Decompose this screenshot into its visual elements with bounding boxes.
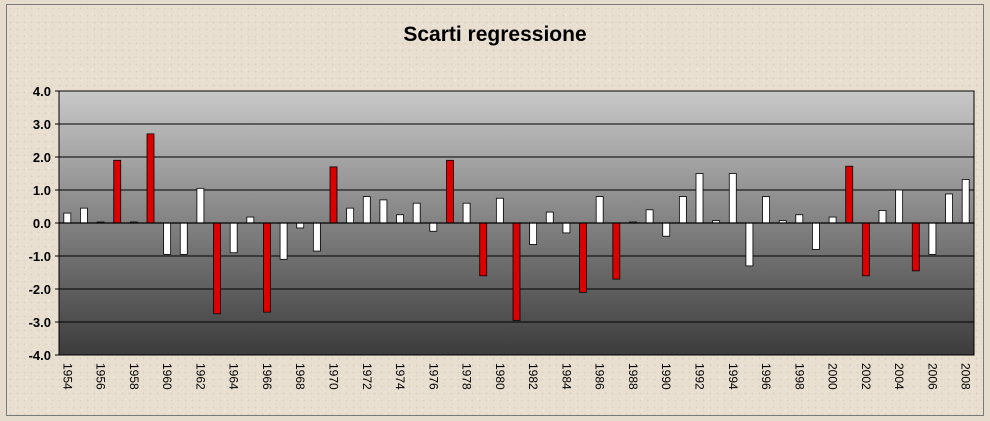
x-tick-label: 2008	[959, 363, 973, 390]
bar-1954	[63, 212, 72, 224]
x-tick-label: 1958	[127, 363, 141, 390]
bar-1982	[529, 222, 538, 245]
bar-1965	[246, 216, 255, 224]
x-tick-label: 1986	[593, 363, 607, 390]
x-tick-label: 1976	[426, 363, 440, 390]
bar-1999	[812, 222, 820, 250]
bar-2002	[861, 222, 870, 277]
bar-1968	[296, 222, 305, 229]
x-tick-label: 1980	[493, 363, 507, 390]
x-tick-label: 1992	[693, 363, 707, 390]
chart-title: Scarti regressione	[403, 23, 587, 46]
x-tick-label: 1960	[160, 363, 174, 390]
bar-1976	[429, 222, 438, 232]
x-tick-label: 1978	[460, 363, 474, 390]
bar-2000	[828, 216, 837, 224]
y-tick-label: 0.0	[33, 216, 51, 231]
bar-2001	[845, 165, 854, 224]
bar-1962	[196, 187, 205, 224]
x-tick-label: 1974	[393, 363, 407, 390]
bar-1979	[479, 222, 488, 277]
bar-1972	[362, 196, 371, 224]
x-tick-label: 2004	[892, 363, 906, 390]
x-tick-label: 1954	[60, 363, 74, 390]
y-tick-label: -1.0	[29, 249, 51, 264]
x-tick-label: 1994	[726, 363, 740, 390]
bar-1961	[179, 222, 188, 255]
bar-1964	[229, 222, 238, 254]
bar-1971	[346, 207, 355, 224]
x-tick-label: 1968	[293, 363, 307, 390]
x-tick-label: 1964	[227, 363, 241, 390]
bar-1955	[80, 207, 88, 224]
x-tick-label: 1962	[193, 363, 207, 390]
x-tick-label: 1970	[327, 363, 341, 390]
bar-1957	[113, 159, 122, 224]
bar-chart: 4.0 3.0 2.0 1.0 0.0 -1.0 -2.0 -3.0 -4.0 1954 1956 1…	[29, 84, 975, 390]
x-tick-label: 1988	[626, 363, 640, 390]
bar-1990	[662, 222, 671, 237]
x-tick-label: 1990	[659, 363, 673, 390]
x-tick-label: 2000	[826, 363, 840, 390]
x-tick-label: 1966	[260, 363, 274, 390]
bar-1980	[495, 197, 504, 224]
bar-1969	[312, 222, 321, 252]
y-tick-label: 2.0	[33, 150, 51, 165]
bar-1986	[595, 196, 604, 224]
x-tick-label: 2006	[925, 363, 939, 390]
bar-1978	[462, 202, 471, 224]
bar-1989	[645, 209, 654, 224]
bar-1985	[579, 222, 587, 293]
bar-2003	[878, 210, 887, 224]
x-tick-label: 1982	[526, 363, 540, 390]
bar-1995	[745, 222, 754, 267]
bar-1987	[612, 222, 621, 280]
bar-1977	[446, 159, 454, 224]
bar-1996	[762, 196, 770, 224]
bar-1984	[562, 222, 571, 234]
chart-frame: Scarti regressione 4.0 3.0 2.0 1.0 0.0 -1.0 -2…	[6, 4, 984, 416]
bar-2006	[928, 222, 937, 255]
x-tick-label: 2002	[859, 363, 873, 390]
x-tick-label: 1956	[94, 363, 108, 390]
bar-2007	[945, 193, 953, 224]
x-tick-label: 1996	[759, 363, 773, 390]
bar-2004	[895, 189, 904, 224]
axes: 4.0 3.0 2.0 1.0 0.0 -1.0 -2.0 -3.0 -4.0 1954 1956 1…	[29, 84, 975, 390]
bar-1970	[329, 166, 338, 224]
bar-1959	[146, 133, 155, 224]
y-tick-label: 1.0	[33, 183, 51, 198]
y-tick-label: 3.0	[33, 117, 51, 132]
y-tick-label: -4.0	[29, 348, 51, 363]
bar-1994	[728, 173, 737, 224]
bar-1992	[695, 173, 704, 224]
bar-1960	[163, 222, 172, 255]
bar-1975	[412, 202, 421, 224]
x-tick-label: 1972	[360, 363, 374, 390]
bar-1974	[396, 214, 404, 224]
x-tick-label: 1998	[792, 363, 806, 390]
bar-1967	[279, 222, 288, 260]
x-tick-label: 1984	[559, 363, 573, 390]
bar-2005	[911, 222, 920, 272]
bar-1966	[263, 222, 271, 313]
y-tick-label: -3.0	[29, 315, 51, 330]
bar-1991	[678, 196, 687, 224]
bar-1963	[213, 222, 221, 315]
y-tick-label: 4.0	[33, 84, 51, 99]
bar-1983	[545, 211, 554, 224]
bar-1973	[379, 199, 388, 224]
bar-1998	[795, 214, 804, 224]
bar-2008	[961, 179, 970, 224]
bar-1981	[512, 222, 521, 321]
y-tick-label: -2.0	[29, 282, 51, 297]
